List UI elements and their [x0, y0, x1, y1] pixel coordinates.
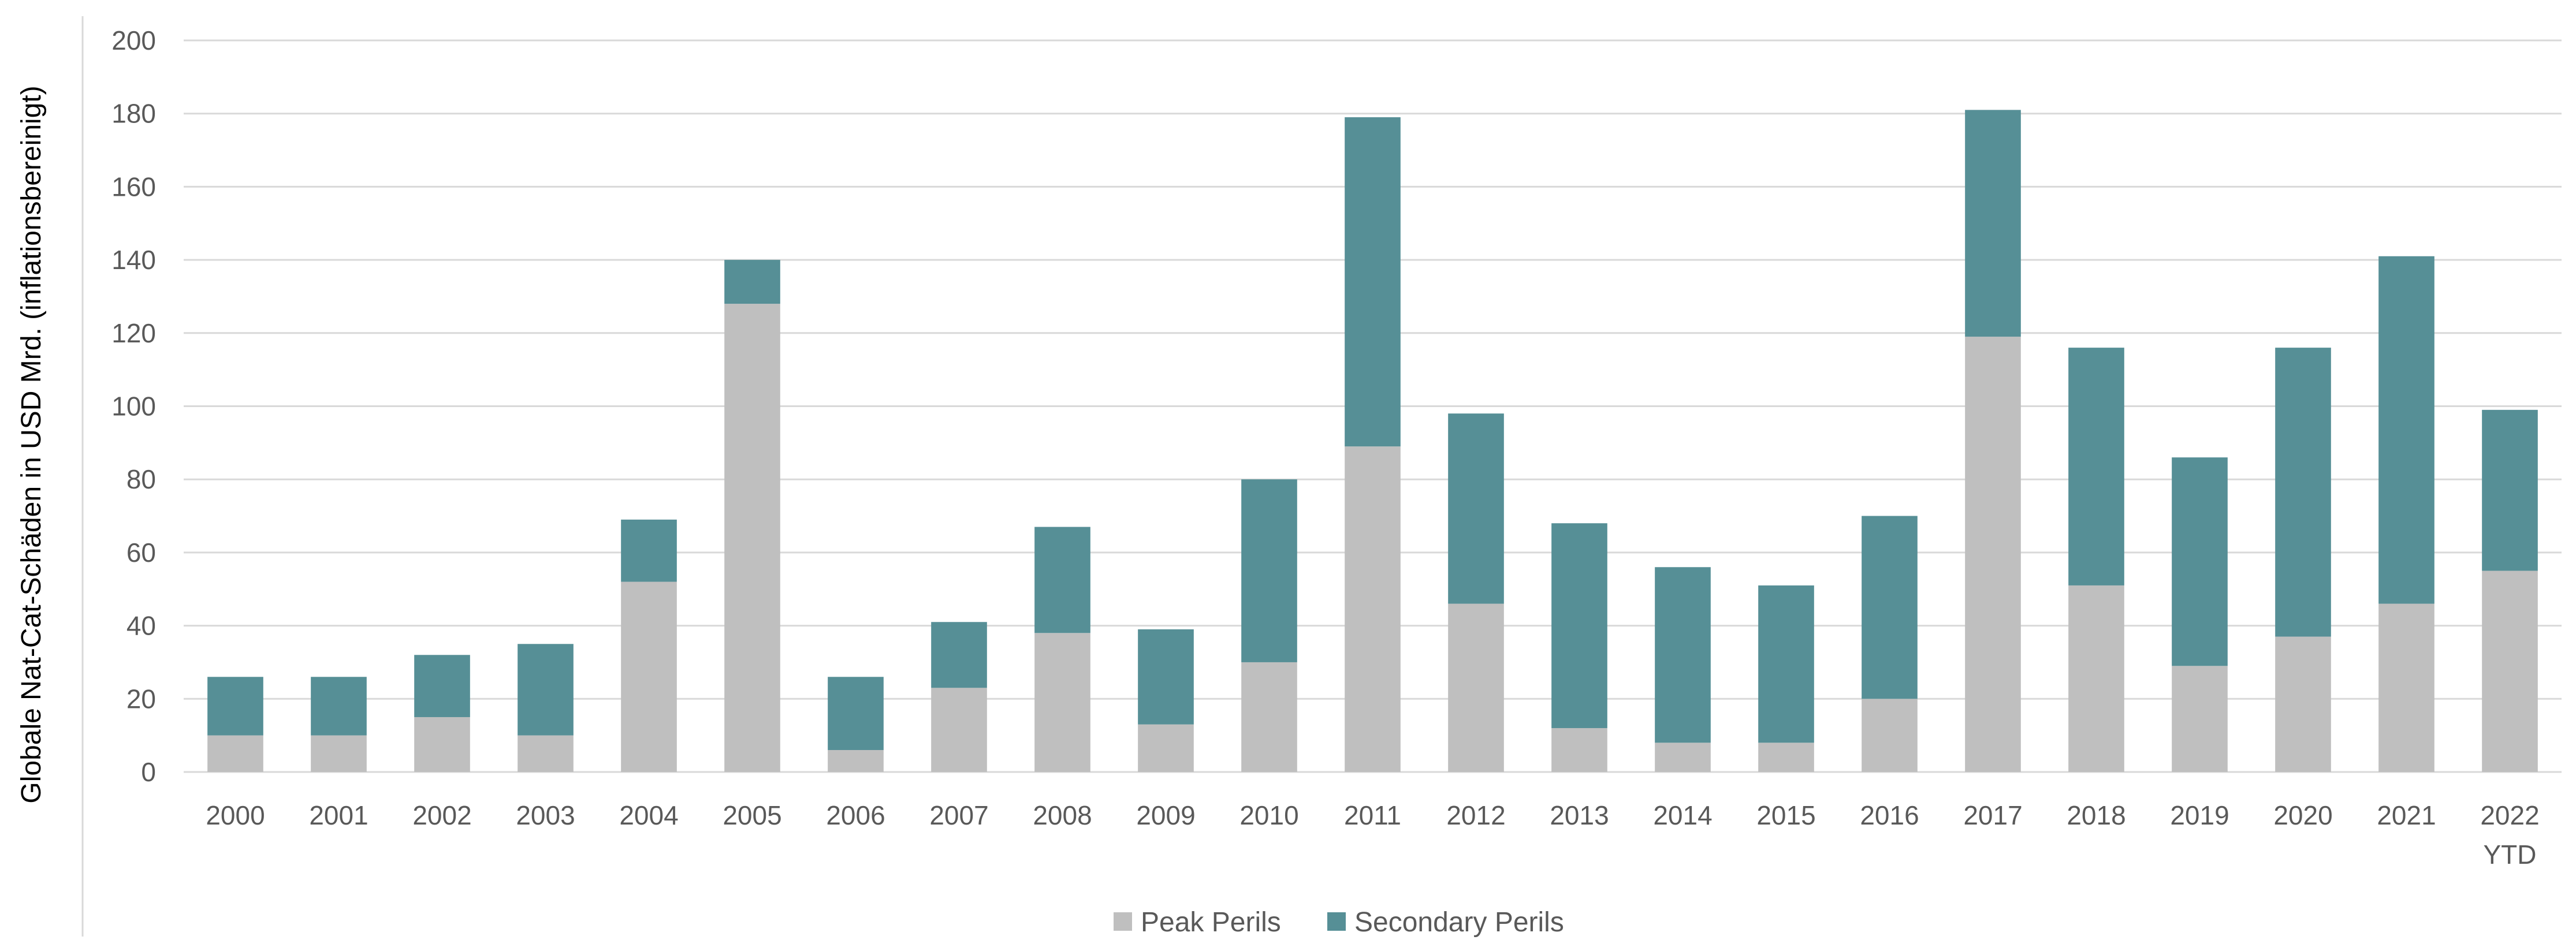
- x-tick-label: 2003: [516, 800, 575, 830]
- x-tick-label: 2012: [1446, 800, 1505, 830]
- x-tick-label: 2001: [309, 800, 368, 830]
- bar-secondary-perils: [2068, 348, 2124, 585]
- bar-peak-perils: [311, 735, 367, 772]
- bar-secondary-perils: [931, 622, 987, 688]
- bar-peak-perils: [518, 735, 574, 772]
- x-tick-label: 2013: [1550, 800, 1609, 830]
- bar-secondary-perils: [724, 260, 780, 304]
- bar-secondary-perils: [1758, 585, 1814, 743]
- y-tick-label: 100: [111, 391, 156, 421]
- x-tick-label: 2005: [723, 800, 781, 830]
- bar-peak-perils: [1345, 446, 1401, 772]
- bar-secondary-perils: [1448, 413, 1504, 604]
- bar-peak-perils: [621, 581, 677, 772]
- x-tick-label: 2022: [2480, 800, 2539, 830]
- bar-secondary-perils: [414, 655, 470, 717]
- x-tick-label: 2004: [619, 800, 678, 830]
- bar-secondary-perils: [1241, 479, 1297, 662]
- bar-secondary-perils: [1551, 523, 1607, 728]
- bar-secondary-perils: [311, 677, 367, 736]
- bar-peak-perils: [828, 749, 884, 772]
- bar-peak-perils: [1551, 728, 1607, 772]
- bar-peak-perils: [207, 735, 263, 772]
- bar-peak-perils: [1034, 633, 1090, 772]
- bar-peak-perils: [2378, 603, 2434, 772]
- bar-peak-perils: [2172, 666, 2228, 772]
- bar-secondary-perils: [1138, 629, 1194, 725]
- y-tick-label: 120: [111, 318, 156, 348]
- x-tick-label: 2000: [206, 800, 265, 830]
- bar-secondary-perils: [518, 644, 574, 736]
- x-tick-label: 2011: [1344, 800, 1401, 830]
- bar-peak-perils: [1655, 743, 1711, 772]
- bar-secondary-perils: [1862, 516, 1918, 699]
- x-tick-label: 2007: [929, 800, 988, 830]
- x-tick-labels: 2000 2001 2002 2003 2004 2005 2006 2007 2008 2009…: [206, 800, 2539, 870]
- bar-secondary-perils: [2172, 457, 2228, 666]
- bar-secondary-perils: [1345, 117, 1401, 447]
- bar-secondary-perils: [207, 677, 263, 736]
- y-axis-label: Globale Nat-Cat-Schäden in USD Mrd. (inf…: [16, 85, 47, 803]
- x-tick-label: 2006: [826, 800, 885, 830]
- y-tick-label: 180: [111, 99, 156, 129]
- y-tick-label: 200: [111, 25, 156, 55]
- x-tick-label: 2002: [412, 800, 471, 830]
- bar-peak-perils: [931, 688, 987, 772]
- bar-peak-perils: [1862, 699, 1918, 772]
- bar-peak-perils: [1138, 724, 1194, 772]
- legend-swatch-secondary-perils: [1327, 912, 1346, 931]
- x-tick-label: 2016: [1860, 800, 1919, 830]
- legend-swatch-peak-perils: [1114, 912, 1132, 931]
- x-tick-label: 2018: [2067, 800, 2125, 830]
- x-tick-label: 2014: [1653, 800, 1712, 830]
- bar-peak-perils: [1965, 337, 2021, 772]
- x-tick-label: 2017: [1963, 800, 2022, 830]
- y-tick-label: 20: [126, 684, 156, 714]
- bar-secondary-perils: [1034, 527, 1090, 633]
- bar-secondary-perils: [2378, 256, 2434, 604]
- legend-label-secondary-perils: Secondary Perils: [1354, 907, 1564, 938]
- bar-secondary-perils: [1965, 110, 2021, 337]
- bars: [207, 110, 2538, 772]
- y-tick-label: 40: [126, 611, 156, 641]
- bar-secondary-perils: [2482, 409, 2538, 571]
- x-tick-label: 2010: [1239, 800, 1298, 830]
- legend: Peak Perils Secondary Perils: [1114, 907, 1564, 938]
- bar-peak-perils: [1448, 603, 1504, 772]
- bar-secondary-perils: [1655, 567, 1711, 743]
- y-tick-label: 160: [111, 171, 156, 202]
- y-tick-label: 0: [141, 757, 156, 787]
- bar-peak-perils: [1241, 662, 1297, 772]
- y-tick-label: 60: [126, 538, 156, 568]
- x-tick-label: 2020: [2273, 800, 2332, 830]
- x-tick-label: 2019: [2170, 800, 2229, 830]
- bar-peak-perils: [2068, 585, 2124, 772]
- bar-peak-perils: [414, 717, 470, 772]
- x-tick-label: 2015: [1756, 800, 1815, 830]
- bar-secondary-perils: [621, 519, 677, 582]
- x-tick-label: 2021: [2377, 800, 2436, 830]
- bar-secondary-perils: [2275, 348, 2331, 637]
- x-tick-label: 2008: [1033, 800, 1092, 830]
- bar-peak-perils: [1758, 743, 1814, 772]
- bar-peak-perils: [724, 304, 780, 772]
- y-tick-label: 80: [126, 464, 156, 494]
- bar-peak-perils: [2482, 570, 2538, 772]
- bar-secondary-perils: [828, 677, 884, 750]
- y-tick-label: 140: [111, 245, 156, 275]
- bar-peak-perils: [2275, 636, 2331, 772]
- legend-label-peak-perils: Peak Perils: [1141, 907, 1281, 938]
- x-tick-label: 2009: [1136, 800, 1195, 830]
- x-tick-label: YTD: [2484, 840, 2537, 870]
- y-tick-labels: 0 20 40 60 80 100 120 140 160 180 200: [111, 25, 156, 787]
